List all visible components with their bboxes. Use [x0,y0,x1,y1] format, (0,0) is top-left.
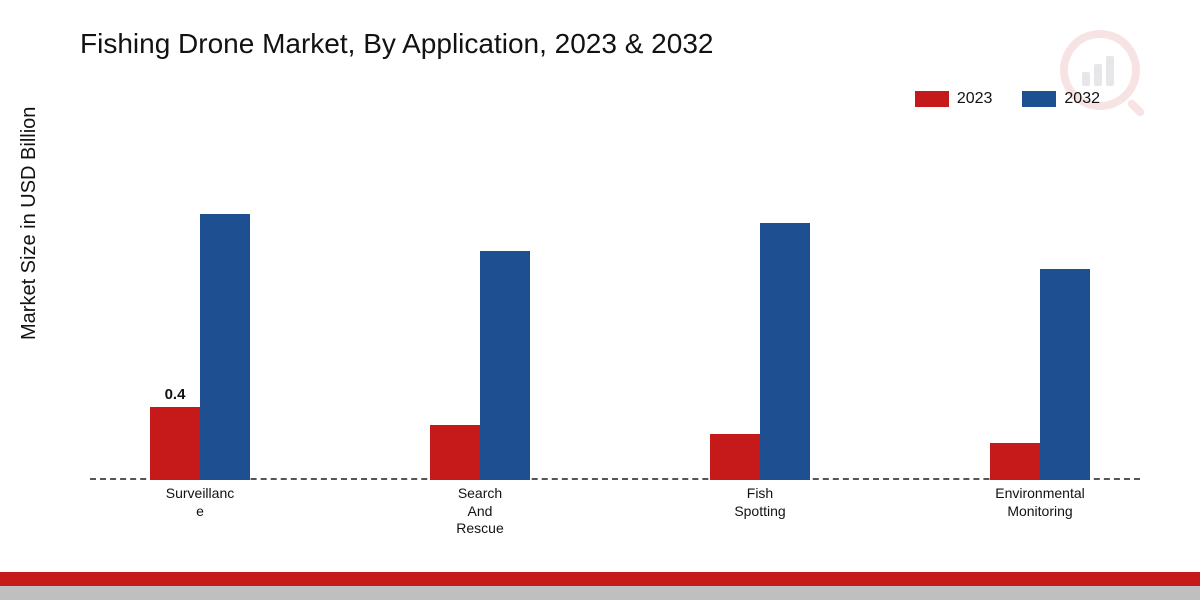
bar-group [150,214,250,480]
legend-item-2023: 2023 [915,90,993,108]
bar-2023 [150,407,200,480]
bar-2032 [760,223,810,480]
x-axis-label: SearchAndRescue [420,485,540,538]
bar-2032 [1040,269,1090,480]
x-axis-labels: Surveillance SearchAndRescue FishSpotting E… [90,485,1140,545]
x-axis-label: FishSpotting [700,485,820,520]
legend-swatch-2023 [915,91,949,107]
y-axis-label: Market Size in USD Billion [18,107,41,340]
legend-label-2023: 2023 [957,90,993,108]
chart-title: Fishing Drone Market, By Application, 20… [80,28,713,60]
x-axis-label: EnvironmentalMonitoring [980,485,1100,520]
bar-2023 [990,443,1040,480]
bar-2032 [200,214,250,480]
legend: 2023 2032 [915,90,1100,108]
bar-2023 [710,434,760,480]
logo-bars [1082,56,1114,86]
footer-bar-red [0,572,1200,586]
legend-item-2032: 2032 [1022,90,1100,108]
bar-group [430,251,530,480]
legend-swatch-2032 [1022,91,1056,107]
plot-area: 0.4 [90,150,1140,480]
logo-bar-1 [1082,72,1090,86]
bar-2023 [430,425,480,480]
x-axis-label: Surveillance [140,485,260,520]
logo-bar-2 [1094,64,1102,86]
footer-bar-gray [0,586,1200,600]
value-label: 0.4 [160,386,190,403]
logo-bar-3 [1106,56,1114,86]
logo-handle [1126,98,1146,118]
bar-group [990,269,1090,480]
bar-2032 [480,251,530,480]
legend-label-2032: 2032 [1064,90,1100,108]
bar-group [710,223,810,480]
